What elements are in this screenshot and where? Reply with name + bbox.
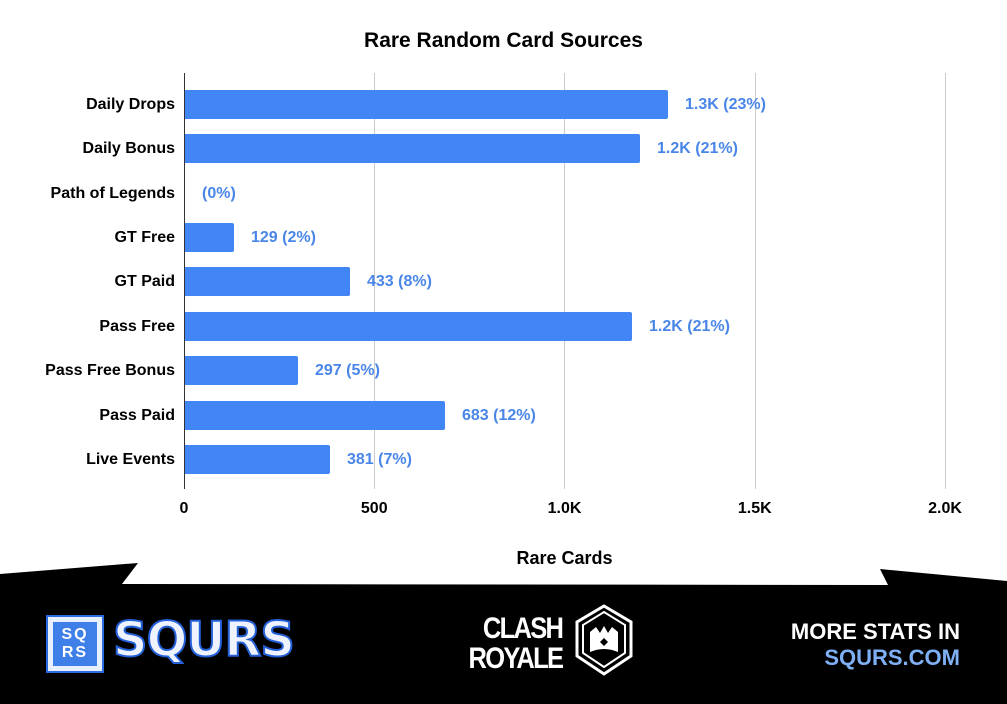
cta-line1: MORE STATS IN bbox=[790, 619, 960, 644]
category-label: GT Paid bbox=[114, 273, 175, 290]
chart-title: Rare Random Card Sources bbox=[364, 29, 643, 52]
squrs-logo-icon[interactable]: SQ RS bbox=[46, 615, 104, 673]
data-label: 1.3K (23%) bbox=[685, 96, 766, 113]
bar[interactable] bbox=[185, 312, 632, 341]
data-label: 1.2K (21%) bbox=[649, 318, 730, 335]
logo-box-line2: RS bbox=[61, 644, 89, 661]
category-label: Path of Legends bbox=[50, 185, 175, 202]
gridline bbox=[755, 73, 756, 489]
data-label: (0%) bbox=[202, 185, 236, 202]
x-tick-label: 500 bbox=[360, 500, 388, 517]
x-tick-label: 0 bbox=[179, 500, 189, 517]
data-label: 1.2K (21%) bbox=[657, 140, 738, 157]
gridline bbox=[945, 73, 946, 489]
bar[interactable] bbox=[185, 223, 234, 252]
squrs-brand-name[interactable]: SQURS bbox=[112, 611, 296, 669]
logo-box-line1: SQ bbox=[61, 626, 89, 643]
x-axis-label: Rare Cards bbox=[516, 548, 613, 568]
x-tick-label: 1.5K bbox=[737, 500, 772, 517]
data-label: 381 (7%) bbox=[347, 451, 412, 468]
data-label: 683 (12%) bbox=[462, 407, 536, 424]
category-label: Pass Free Bonus bbox=[45, 362, 175, 379]
more-stats-cta[interactable]: MORE STATS IN SQURS.COM bbox=[791, 619, 960, 671]
bar[interactable] bbox=[185, 401, 445, 430]
category-label: Pass Paid bbox=[99, 407, 175, 424]
category-label: Daily Drops bbox=[86, 96, 175, 113]
crown-shield-icon bbox=[575, 604, 633, 676]
plot-area: 1.3K (23%) 1.2K (21%) (0%) 129 (2%) 433 (8%)… bbox=[184, 73, 946, 489]
category-label: Daily Bonus bbox=[82, 140, 175, 157]
x-tick-label: 1.0K bbox=[547, 500, 582, 517]
game-logo-line1: CLASH bbox=[482, 612, 564, 645]
bar[interactable] bbox=[185, 445, 330, 474]
bar[interactable] bbox=[185, 356, 298, 385]
gridline bbox=[564, 73, 565, 489]
data-label: 297 (5%) bbox=[315, 362, 380, 379]
game-logo-line2: ROYALE bbox=[468, 642, 564, 675]
gridline bbox=[374, 73, 375, 489]
category-label: Live Events bbox=[86, 451, 175, 468]
cta-link[interactable]: SQURS.COM bbox=[824, 645, 960, 670]
bar[interactable] bbox=[185, 267, 350, 296]
bar[interactable] bbox=[185, 90, 668, 119]
category-label: GT Free bbox=[114, 229, 175, 246]
y-axis-line bbox=[184, 73, 185, 489]
data-label: 433 (8%) bbox=[367, 273, 432, 290]
category-label: Pass Free bbox=[99, 318, 175, 335]
x-tick-label: 2.0K bbox=[928, 500, 962, 517]
data-label: 129 (2%) bbox=[251, 229, 316, 246]
bar[interactable] bbox=[185, 134, 640, 163]
clash-royale-logo: CLASH ROYALE bbox=[452, 612, 564, 675]
